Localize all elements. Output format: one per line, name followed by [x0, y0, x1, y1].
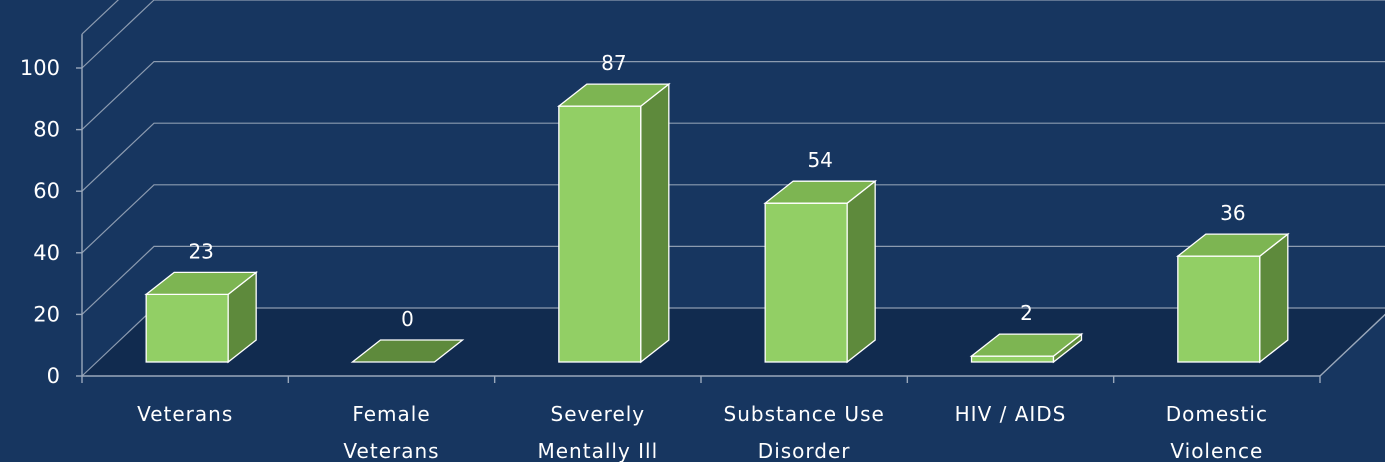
data-label: 0 [401, 307, 414, 331]
data-label: 54 [807, 148, 832, 172]
category-label: HIV / AIDS [955, 402, 1067, 426]
y-tick-label: 80 [33, 118, 60, 142]
gridline [81, 0, 120, 35]
y-tick-label: 100 [20, 56, 60, 80]
y-tick-label: 60 [33, 179, 60, 203]
data-label: 2 [1020, 301, 1033, 325]
x-axis-categories: Veterans Female Veterans Severely Mentally I… [137, 402, 1268, 462]
bar [144, 271, 259, 364]
bar [350, 339, 465, 363]
bar-front-face [1177, 255, 1261, 363]
bar-top-face [556, 83, 671, 107]
bar-front-face [145, 293, 229, 363]
floor-right-edge [1319, 313, 1385, 377]
bar-front-face [970, 355, 1055, 363]
bar-side-face [846, 179, 876, 364]
bar [1175, 232, 1290, 364]
bar-front-face [558, 105, 642, 363]
y-tick-label: 40 [33, 241, 60, 265]
bar-top-face [350, 339, 465, 363]
bars [144, 82, 1290, 364]
category-label: Female Veterans [343, 402, 439, 462]
category-label: Domestic Violence [1166, 402, 1268, 462]
gridline [81, 0, 1385, 69]
bar [763, 179, 878, 364]
category-label: Veterans [137, 402, 233, 426]
bar-top-face [144, 271, 259, 295]
bar-front-face [764, 202, 848, 363]
bar-top-face [1175, 233, 1290, 257]
category-label: Substance Use Disorder [724, 402, 885, 462]
data-label: 36 [1220, 201, 1245, 225]
gridline [81, 245, 1385, 315]
bar-side-face [640, 82, 670, 364]
y-tick-label: 20 [33, 302, 60, 326]
data-label: 87 [601, 51, 626, 75]
data-label: 23 [188, 239, 213, 263]
data-labels: 23 0 87 54 2 36 [188, 51, 1245, 331]
bar-top-face [763, 180, 878, 204]
bar-top-face [969, 333, 1084, 357]
gridline [81, 184, 1385, 254]
gridline [81, 60, 1385, 131]
y-tick-label: 0 [47, 364, 60, 388]
category-label: Severely Mentally Ill [538, 402, 659, 462]
bar [969, 332, 1084, 364]
gridline [81, 122, 1385, 192]
y-axis-ticks: 0 20 40 60 80 100 [20, 56, 82, 388]
bar [556, 82, 671, 364]
